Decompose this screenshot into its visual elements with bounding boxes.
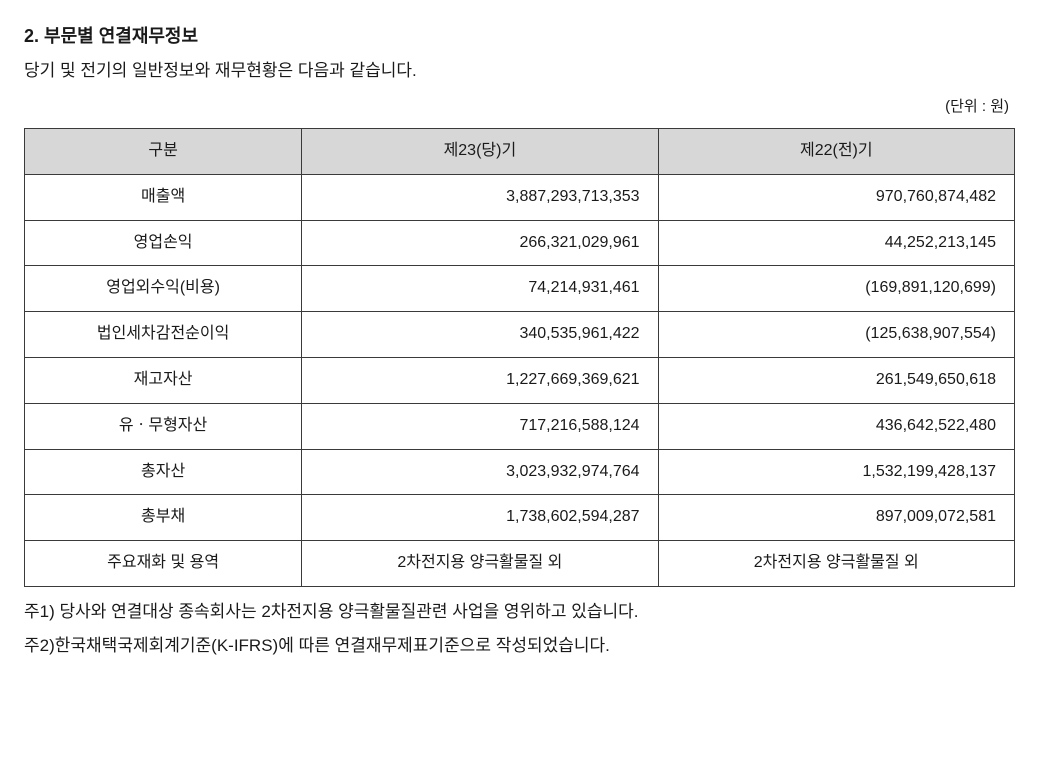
footnote-2: 주2)한국채택국제회계기준(K-IFRS)에 따른 연결재무제표기준으로 작성되… <box>24 629 1015 663</box>
header-current: 제23(당)기 <box>302 128 658 174</box>
row-label: 영업손익 <box>25 220 302 266</box>
table-row: 매출액3,887,293,713,353970,760,874,482 <box>25 174 1015 220</box>
table-row: 법인세차감전순이익340,535,961,422(125,638,907,554… <box>25 312 1015 358</box>
financial-table: 구분 제23(당)기 제22(전)기 매출액3,887,293,713,3539… <box>24 128 1015 587</box>
row-value-previous: 44,252,213,145 <box>658 220 1014 266</box>
row-value-current: 717,216,588,124 <box>302 403 658 449</box>
row-label: 매출액 <box>25 174 302 220</box>
row-value-previous: 897,009,072,581 <box>658 495 1014 541</box>
table-row: 유ㆍ무형자산717,216,588,124436,642,522,480 <box>25 403 1015 449</box>
row-label: 법인세차감전순이익 <box>25 312 302 358</box>
row-value-previous: 261,549,650,618 <box>658 357 1014 403</box>
footnote-1: 주1) 당사와 연결대상 종속회사는 2차전지용 양극활물질관련 사업을 영위하… <box>24 595 1015 629</box>
table-row: 재고자산1,227,669,369,621261,549,650,618 <box>25 357 1015 403</box>
row-value-previous: 970,760,874,482 <box>658 174 1014 220</box>
table-header-row: 구분 제23(당)기 제22(전)기 <box>25 128 1015 174</box>
row-value-current: 3,887,293,713,353 <box>302 174 658 220</box>
footnotes: 주1) 당사와 연결대상 종속회사는 2차전지용 양극활물질관련 사업을 영위하… <box>24 595 1015 663</box>
table-row: 영업손익266,321,029,96144,252,213,145 <box>25 220 1015 266</box>
row-label: 총부채 <box>25 495 302 541</box>
table-row: 총자산3,023,932,974,7641,532,199,428,137 <box>25 449 1015 495</box>
row-value-current: 2차전지용 양극활물질 외 <box>302 541 658 587</box>
row-value-current: 74,214,931,461 <box>302 266 658 312</box>
row-value-current: 3,023,932,974,764 <box>302 449 658 495</box>
row-value-current: 340,535,961,422 <box>302 312 658 358</box>
row-label: 주요재화 및 용역 <box>25 541 302 587</box>
row-label: 재고자산 <box>25 357 302 403</box>
row-value-current: 1,227,669,369,621 <box>302 357 658 403</box>
table-row: 주요재화 및 용역2차전지용 양극활물질 외2차전지용 양극활물질 외 <box>25 541 1015 587</box>
header-category: 구분 <box>25 128 302 174</box>
row-value-previous: (169,891,120,699) <box>658 266 1014 312</box>
row-label: 총자산 <box>25 449 302 495</box>
row-value-previous: 436,642,522,480 <box>658 403 1014 449</box>
row-value-previous: 2차전지용 양극활물질 외 <box>658 541 1014 587</box>
row-label: 영업외수익(비용) <box>25 266 302 312</box>
table-row: 영업외수익(비용)74,214,931,461(169,891,120,699) <box>25 266 1015 312</box>
row-value-current: 266,321,029,961 <box>302 220 658 266</box>
intro-text: 당기 및 전기의 일반정보와 재무현황은 다음과 같습니다. <box>24 56 1015 87</box>
row-value-previous: 1,532,199,428,137 <box>658 449 1014 495</box>
header-previous: 제22(전)기 <box>658 128 1014 174</box>
row-value-current: 1,738,602,594,287 <box>302 495 658 541</box>
table-row: 총부채1,738,602,594,287897,009,072,581 <box>25 495 1015 541</box>
unit-label: (단위 : 원) <box>24 93 1015 120</box>
row-label: 유ㆍ무형자산 <box>25 403 302 449</box>
row-value-previous: (125,638,907,554) <box>658 312 1014 358</box>
section-heading: 2. 부문별 연결재무정보 <box>24 20 1015 52</box>
